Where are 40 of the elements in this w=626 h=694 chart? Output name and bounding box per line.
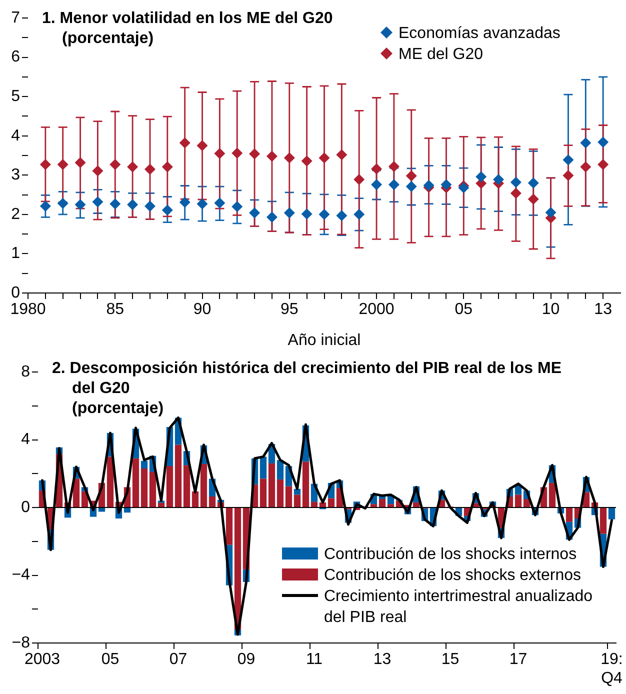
y-tick-label: 8	[21, 363, 30, 380]
x-tick-label: 2000	[358, 301, 394, 318]
x-axis-title: Año inicial	[288, 332, 361, 349]
x-tick-label: 05	[454, 301, 473, 318]
x-tick-label: 13	[594, 301, 612, 318]
y-tick-label: 7	[11, 9, 20, 26]
x-tick-label: 1980	[10, 301, 46, 318]
y-tick-label: 5	[11, 88, 20, 105]
x-tick-label: 90	[193, 301, 212, 318]
x-tick-label: 10	[542, 301, 560, 318]
y-tick-label: 3	[11, 166, 20, 184]
x-tick-label: 95	[280, 301, 298, 318]
x-tick-label: 85	[106, 301, 124, 318]
x-tick-label: 07	[169, 651, 188, 668]
x-tick-label: 17	[509, 651, 528, 668]
y-tick-label: 0	[11, 284, 20, 302]
x-tick-label: 19:Q4	[600, 651, 623, 688]
y-tick-label: 6	[11, 48, 20, 66]
y-tick-label: 2	[11, 206, 20, 223]
legend-label: Crecimiento intertrimestral anualizado del PIB real	[324, 588, 593, 626]
x-tick-label: 2003	[24, 651, 60, 668]
chart-title: 1. Menor volatilidad en los ME del G20	[42, 10, 333, 27]
legend-label: Contribución de los shocks externos	[324, 567, 582, 584]
y-tick-label: 4	[11, 127, 20, 144]
x-tick-label: 13	[373, 651, 392, 668]
text: (porcentaje)	[62, 30, 154, 47]
y-tick-label: −4	[12, 566, 30, 584]
text: (porcentaje)	[72, 400, 164, 417]
x-tick-label: 11	[306, 651, 323, 668]
legend-label: Contribución de los shocks internos	[324, 546, 577, 563]
legend-label: ME del G20	[398, 46, 484, 63]
x-tick-label: 05	[101, 651, 120, 668]
chart-title: 2. Descomposición histórica del crecimiento del PIB real de los ME del G20	[52, 360, 562, 397]
y-tick-label: 4	[21, 431, 30, 448]
x-tick-label: 15	[441, 651, 460, 668]
y-tick-label: 1	[11, 245, 20, 262]
legend-label: Economías avanzadas	[398, 25, 560, 42]
y-tick-label: 0	[21, 498, 30, 516]
x-tick-label: 09	[237, 651, 256, 668]
y-tick-label: −8	[12, 634, 30, 652]
